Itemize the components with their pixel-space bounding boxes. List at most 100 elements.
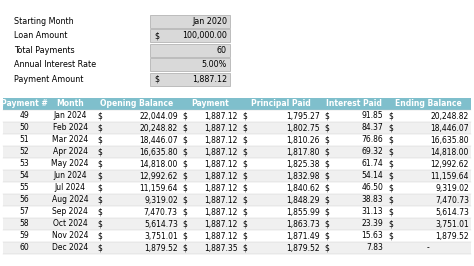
- Text: $: $: [388, 135, 393, 144]
- Text: 91.85: 91.85: [362, 111, 383, 120]
- Text: $: $: [183, 207, 188, 217]
- Text: $: $: [243, 148, 247, 156]
- Bar: [3, 110, 471, 122]
- Text: $: $: [183, 123, 188, 132]
- Text: 16,635.80: 16,635.80: [139, 148, 178, 156]
- Text: $: $: [183, 160, 188, 168]
- Text: 12,992.62: 12,992.62: [430, 160, 469, 168]
- Bar: [3, 206, 471, 218]
- Text: 1,802.75: 1,802.75: [286, 123, 320, 132]
- Text: $: $: [97, 111, 102, 120]
- Text: Jun 2024: Jun 2024: [53, 172, 87, 181]
- Text: $: $: [183, 243, 188, 252]
- Text: 1,879.52: 1,879.52: [144, 243, 178, 252]
- Text: 7,470.73: 7,470.73: [144, 207, 178, 217]
- Text: $: $: [97, 196, 102, 205]
- Text: Month: Month: [56, 99, 84, 109]
- Text: $: $: [388, 184, 393, 193]
- Text: $: $: [183, 219, 188, 228]
- Text: 1,863.73: 1,863.73: [286, 219, 320, 228]
- Text: $: $: [183, 172, 188, 181]
- Bar: [150, 58, 230, 71]
- Text: 14,818.00: 14,818.00: [430, 148, 469, 156]
- Bar: [3, 98, 471, 110]
- Text: 7.83: 7.83: [366, 243, 383, 252]
- Bar: [3, 182, 471, 194]
- Text: 11,159.64: 11,159.64: [430, 172, 469, 181]
- Text: $: $: [325, 184, 329, 193]
- Text: 1,810.26: 1,810.26: [286, 135, 320, 144]
- Text: $: $: [325, 207, 329, 217]
- Text: 1,887.12: 1,887.12: [204, 231, 237, 240]
- Text: 23.39: 23.39: [362, 219, 383, 228]
- Text: $: $: [97, 135, 102, 144]
- Text: Total Payments: Total Payments: [14, 46, 74, 55]
- Text: 3,751.01: 3,751.01: [435, 219, 469, 228]
- Text: Principal Paid: Principal Paid: [251, 99, 310, 109]
- Text: Apr 2024: Apr 2024: [53, 148, 88, 156]
- Text: $: $: [97, 243, 102, 252]
- Bar: [3, 122, 471, 134]
- Text: 1,879.52: 1,879.52: [286, 243, 320, 252]
- Text: 1,840.62: 1,840.62: [286, 184, 320, 193]
- Bar: [3, 170, 471, 182]
- Text: 20,248.82: 20,248.82: [139, 123, 178, 132]
- Text: $: $: [388, 172, 393, 181]
- Text: $: $: [388, 196, 393, 205]
- Text: $: $: [325, 231, 329, 240]
- Bar: [150, 15, 230, 28]
- Text: $: $: [325, 123, 329, 132]
- Text: $: $: [183, 148, 188, 156]
- Text: $: $: [388, 231, 393, 240]
- Text: 50: 50: [20, 123, 29, 132]
- Text: $: $: [243, 135, 247, 144]
- Text: 12,992.62: 12,992.62: [139, 172, 178, 181]
- Text: $: $: [97, 184, 102, 193]
- Text: 38.83: 38.83: [362, 196, 383, 205]
- Text: $: $: [183, 135, 188, 144]
- Text: Sep 2024: Sep 2024: [52, 207, 88, 217]
- Text: 100,000.00: 100,000.00: [182, 31, 227, 40]
- Text: Oct 2024: Oct 2024: [53, 219, 88, 228]
- Text: $: $: [154, 31, 159, 40]
- Text: 61.74: 61.74: [362, 160, 383, 168]
- Text: $: $: [243, 111, 247, 120]
- Text: 56: 56: [20, 196, 29, 205]
- Text: 1,887.12: 1,887.12: [204, 160, 237, 168]
- Text: $: $: [388, 123, 393, 132]
- Text: Aug 2024: Aug 2024: [52, 196, 88, 205]
- Text: 1,871.49: 1,871.49: [286, 231, 320, 240]
- Text: $: $: [325, 111, 329, 120]
- Text: 14,818.00: 14,818.00: [139, 160, 178, 168]
- Text: $: $: [388, 148, 393, 156]
- Text: 54.14: 54.14: [362, 172, 383, 181]
- Text: $: $: [243, 160, 247, 168]
- Bar: [150, 73, 230, 86]
- Text: 9,319.02: 9,319.02: [144, 196, 178, 205]
- Text: 9,319.02: 9,319.02: [435, 184, 469, 193]
- Text: Payment Amount: Payment Amount: [14, 75, 83, 84]
- Text: 55: 55: [20, 184, 29, 193]
- Bar: [3, 230, 471, 242]
- Text: 60: 60: [20, 243, 29, 252]
- Text: 59: 59: [20, 231, 29, 240]
- Text: 15.63: 15.63: [362, 231, 383, 240]
- Text: $: $: [154, 75, 159, 84]
- Text: 49: 49: [20, 111, 29, 120]
- Text: $: $: [325, 172, 329, 181]
- Text: 1,887.12: 1,887.12: [204, 148, 237, 156]
- Text: Jul 2024: Jul 2024: [55, 184, 86, 193]
- Text: $: $: [243, 219, 247, 228]
- Text: $: $: [97, 160, 102, 168]
- Text: $: $: [243, 184, 247, 193]
- Text: 1,887.12: 1,887.12: [204, 172, 237, 181]
- Text: Payment: Payment: [191, 99, 228, 109]
- Text: 1,887.12: 1,887.12: [204, 184, 237, 193]
- Text: 1,879.52: 1,879.52: [436, 231, 469, 240]
- Text: 52: 52: [20, 148, 29, 156]
- Text: Loan Amount: Loan Amount: [14, 31, 67, 40]
- Text: Starting Month: Starting Month: [14, 17, 73, 26]
- Text: 1,887.35: 1,887.35: [204, 243, 237, 252]
- Text: 1,887.12: 1,887.12: [204, 219, 237, 228]
- Text: 69.32: 69.32: [362, 148, 383, 156]
